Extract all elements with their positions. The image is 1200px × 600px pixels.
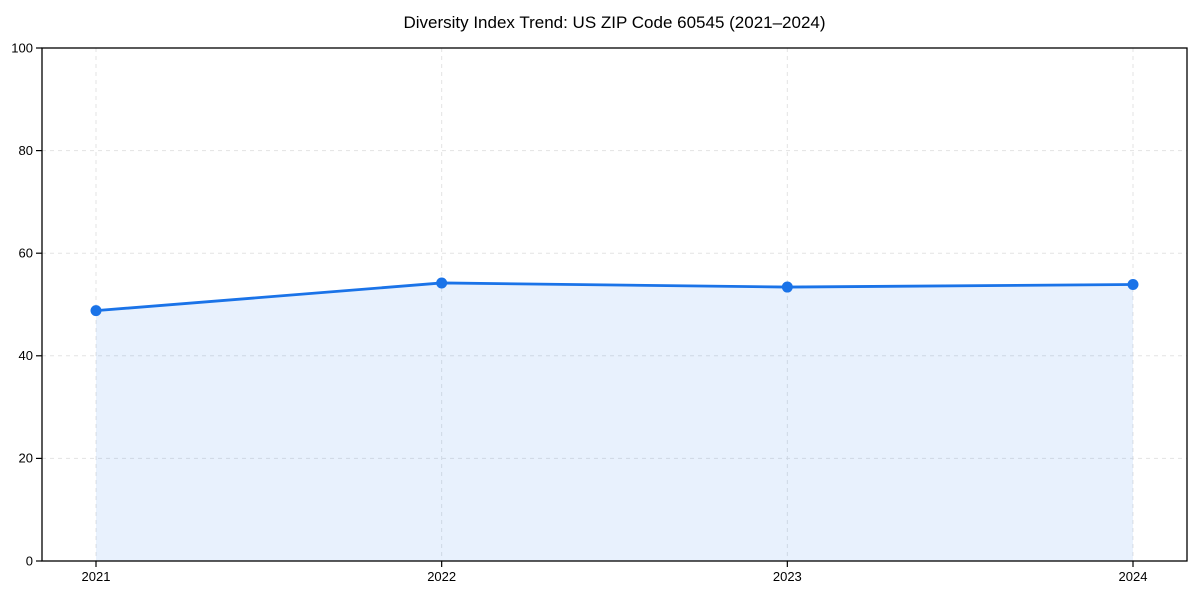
y-tick-label: 100 [11, 40, 33, 55]
data-point-marker [90, 305, 102, 317]
series-area [96, 282, 1133, 561]
series-line [94, 281, 1135, 313]
y-tick-label: 80 [19, 143, 33, 158]
chart-title: Diversity Index Trend: US ZIP Code 60545… [403, 13, 826, 32]
x-tick-label: 2024 [1119, 569, 1148, 584]
data-point-marker [1127, 278, 1139, 290]
y-tick-label: 0 [26, 553, 33, 568]
data-point-marker [781, 281, 793, 293]
x-tick-label: 2023 [773, 569, 802, 584]
data-point-marker [436, 277, 448, 289]
y-tick-label: 20 [19, 451, 33, 466]
x-tick-label: 2022 [427, 569, 456, 584]
plot-frame [41, 47, 1188, 562]
y-tick-label: 60 [19, 245, 33, 260]
x-tick-label: 2021 [82, 569, 111, 584]
y-tick-label: 40 [19, 348, 33, 363]
